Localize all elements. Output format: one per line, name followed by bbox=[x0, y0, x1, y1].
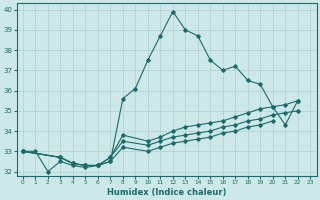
X-axis label: Humidex (Indice chaleur): Humidex (Indice chaleur) bbox=[107, 188, 226, 197]
